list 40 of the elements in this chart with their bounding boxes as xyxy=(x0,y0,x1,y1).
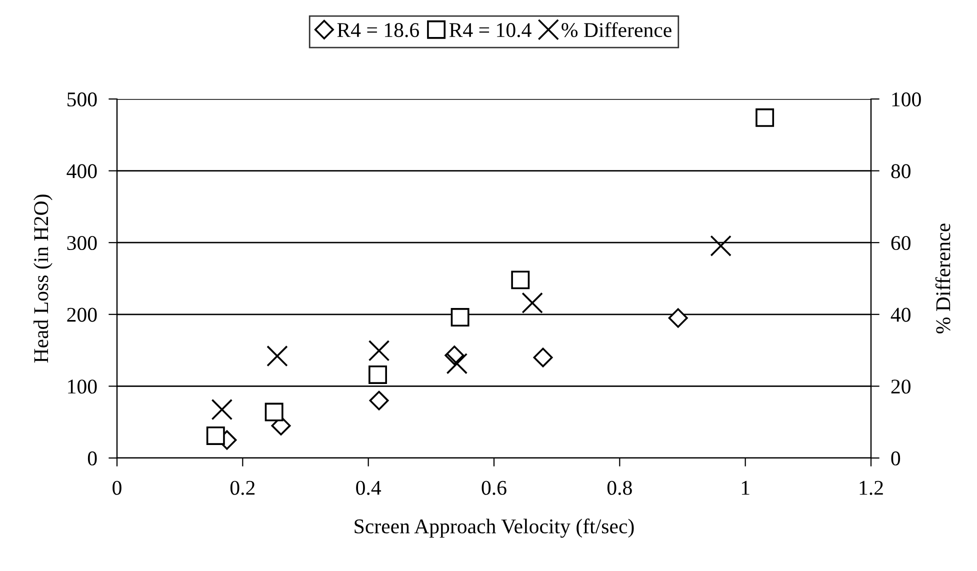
point xyxy=(206,426,225,445)
point xyxy=(533,348,553,368)
y2-tick-label: 80 xyxy=(891,164,910,178)
y2-tick-label: 100 xyxy=(892,92,921,106)
point xyxy=(710,235,732,256)
x-axis-title: Screen Approach Velocity (ft/sec) xyxy=(354,518,634,538)
x-tick-label: 0.2 xyxy=(230,480,255,495)
point xyxy=(264,402,284,422)
x-tick-label: 0.6 xyxy=(482,480,506,495)
y-tick-label: 400 xyxy=(66,164,97,178)
y-tick-label: 300 xyxy=(67,236,97,250)
point xyxy=(369,390,389,410)
x-tick-label: 0.8 xyxy=(607,480,632,495)
y2-tick-label: 0 xyxy=(891,451,900,466)
y-tick-label: 100 xyxy=(68,380,97,394)
x-tick-label: 0.4 xyxy=(356,480,382,495)
y-tick-label: 500 xyxy=(68,92,97,106)
point xyxy=(756,108,774,127)
point xyxy=(668,308,688,328)
point xyxy=(211,398,233,420)
legend-label: R4 = 10.4 xyxy=(449,23,532,38)
x-tick-label: 0 xyxy=(112,480,122,495)
y-axis-title: Head Loss (in H2O) xyxy=(34,194,52,363)
point xyxy=(368,340,390,362)
y2-tick-label: 60 xyxy=(891,236,910,250)
y2-tick-label: 20 xyxy=(891,380,910,394)
point xyxy=(511,270,530,290)
point xyxy=(266,345,288,367)
legend-label: R4 = 18.6 xyxy=(337,23,420,38)
legend-label: % Difference xyxy=(562,22,672,38)
x-tick-label: 1.2 xyxy=(860,480,883,495)
point xyxy=(368,365,387,384)
point xyxy=(446,352,468,374)
y-tick-label: 0 xyxy=(88,451,97,466)
y2-axis-title: % Difference xyxy=(935,224,950,334)
point xyxy=(450,308,470,327)
point xyxy=(522,292,543,314)
x-tick-label: 1 xyxy=(742,480,750,495)
y-tick-label: 200 xyxy=(67,308,97,322)
y2-tick-label: 40 xyxy=(890,308,910,322)
